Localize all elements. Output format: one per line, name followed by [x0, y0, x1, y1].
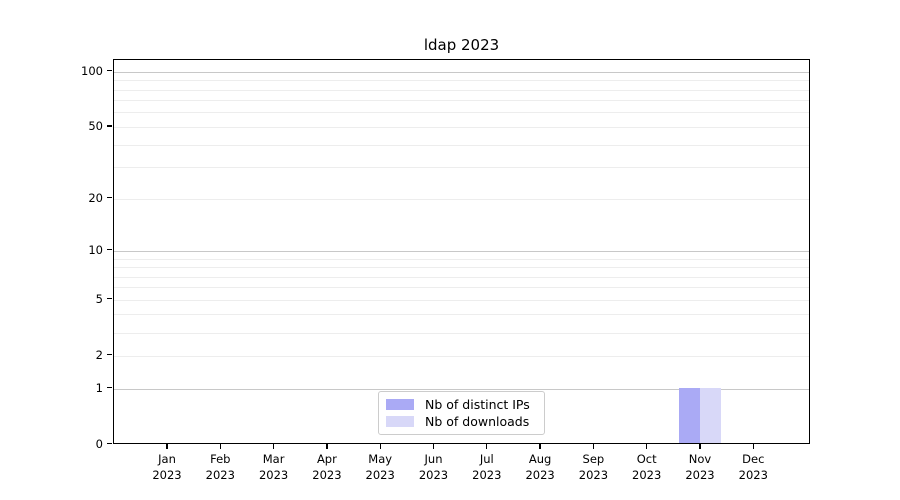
- major-gridline: [114, 198, 809, 200]
- minor-gridline: [114, 332, 809, 334]
- major-gridline: [114, 299, 809, 301]
- minor-gridline: [114, 80, 809, 82]
- y-tick-label: 20: [88, 190, 103, 205]
- y-tick-mark: [107, 298, 112, 300]
- x-tick-mark: [432, 443, 435, 449]
- x-tick-mark: [539, 443, 541, 449]
- plot-area: [113, 59, 810, 444]
- x-tick-label: Nov 2023: [685, 452, 715, 482]
- major-gridline: [114, 250, 809, 252]
- y-tick-label: 5: [95, 291, 103, 306]
- minor-gridline: [114, 167, 809, 169]
- y-tick-label: 50: [88, 118, 103, 133]
- x-tick-label: Oct 2023: [632, 452, 662, 482]
- y-tick-mark: [107, 386, 112, 389]
- x-tick-label: Aug 2023: [525, 452, 555, 482]
- x-tick-mark: [166, 443, 168, 449]
- legend-row: Nb of distinct IPs: [386, 397, 536, 412]
- y-tick-mark: [107, 69, 112, 72]
- legend-row: Nb of downloads: [386, 414, 536, 429]
- y-tick-label: 1: [95, 380, 103, 395]
- x-tick-label: Mar 2023: [258, 452, 289, 482]
- legend-label: Nb of downloads: [425, 414, 530, 429]
- bar-nb-of-downloads: [700, 387, 722, 444]
- x-tick-mark: [592, 443, 595, 449]
- legend-swatch: [386, 399, 414, 410]
- y-tick-label: 100: [81, 63, 103, 78]
- x-tick-label: Feb 2023: [205, 452, 235, 482]
- x-tick-label: Jul 2023: [472, 452, 502, 482]
- x-tick-label: Sep 2023: [578, 452, 609, 482]
- legend-label: Nb of distinct IPs: [425, 397, 530, 412]
- y-tick-mark: [107, 354, 112, 356]
- minor-gridline: [114, 276, 809, 278]
- legend-swatch: [386, 416, 414, 427]
- y-tick-mark: [107, 196, 112, 199]
- x-tick-mark: [219, 443, 221, 449]
- y-tick-mark: [107, 125, 112, 127]
- major-gridline: [114, 71, 809, 73]
- y-tick-mark: [107, 442, 112, 445]
- x-tick-mark: [326, 443, 328, 449]
- minor-gridline: [114, 89, 809, 91]
- minor-gridline: [114, 287, 809, 289]
- minor-gridline: [114, 144, 809, 146]
- minor-gridline: [114, 314, 809, 316]
- major-gridline: [114, 388, 809, 390]
- x-tick-mark: [699, 443, 701, 449]
- y-tick-label: 0: [95, 436, 103, 451]
- y-tick-label: 2: [95, 347, 103, 362]
- x-tick-mark: [486, 443, 488, 449]
- x-tick-mark: [379, 443, 381, 449]
- y-tick-label: 10: [88, 242, 103, 257]
- x-tick-label: Jun 2023: [418, 452, 449, 482]
- minor-gridline: [114, 112, 809, 114]
- bar-nb-of-distinct-ips: [678, 387, 700, 444]
- minor-gridline: [114, 100, 809, 102]
- chart-title: ldap 2023: [423, 36, 500, 54]
- x-tick-label: May 2023: [365, 452, 395, 482]
- major-gridline: [114, 355, 809, 357]
- minor-gridline: [114, 267, 809, 268]
- minor-gridline: [114, 258, 809, 260]
- legend: Nb of distinct IPs Nb of downloads: [378, 391, 545, 435]
- x-tick-label: Dec 2023: [738, 452, 768, 482]
- x-tick-label: Apr 2023: [312, 452, 342, 482]
- y-tick-mark: [107, 249, 112, 251]
- x-tick-label: Jan 2023: [152, 452, 182, 482]
- x-tick-mark: [646, 443, 648, 449]
- major-gridline: [114, 126, 809, 128]
- x-tick-mark: [272, 443, 275, 449]
- x-tick-mark: [752, 443, 754, 449]
